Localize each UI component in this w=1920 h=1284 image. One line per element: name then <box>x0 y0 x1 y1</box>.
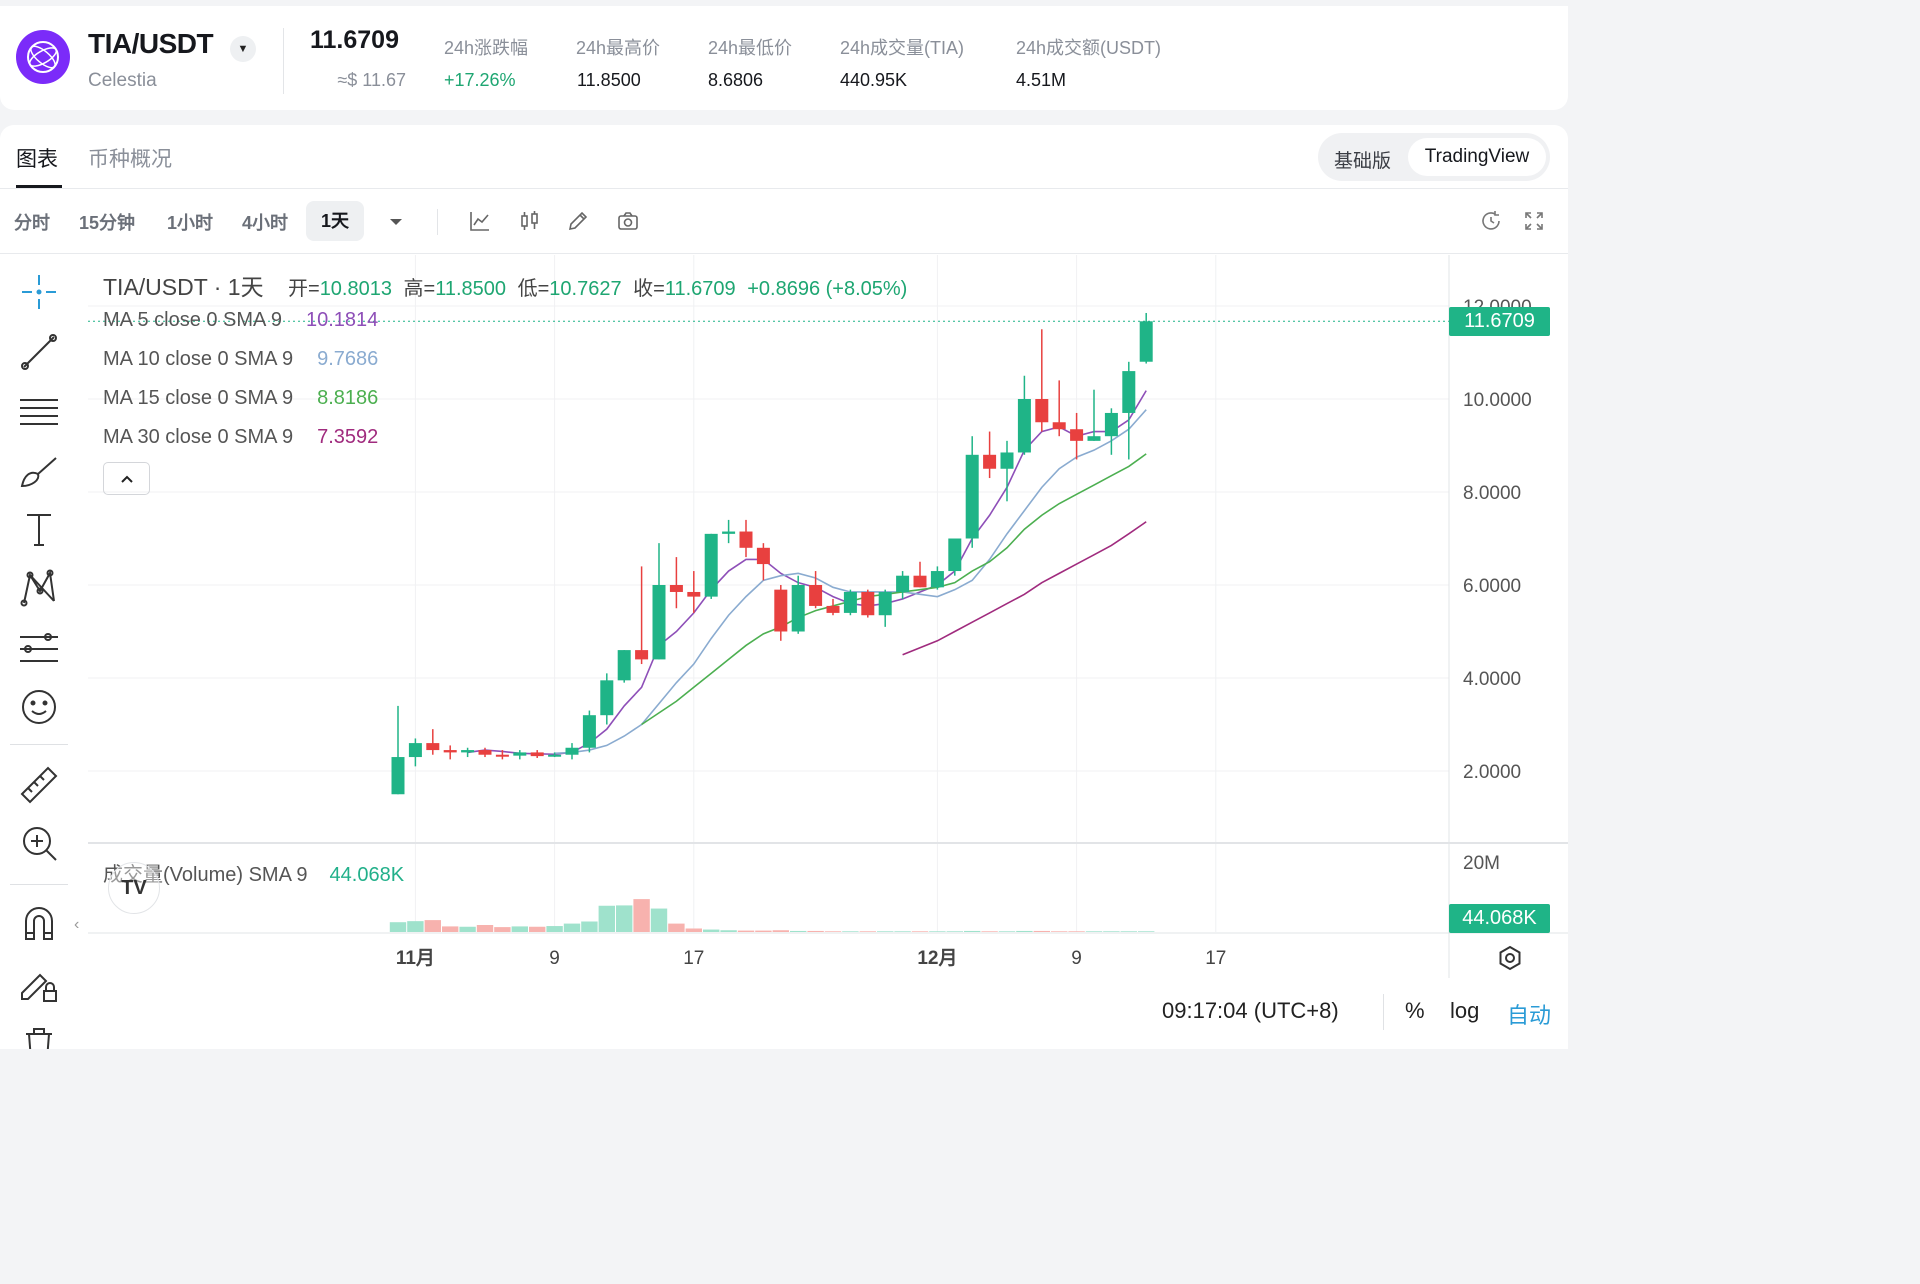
coin-name: Celestia <box>88 70 157 91</box>
stat-change-label: 24h涨跌幅 <box>444 38 529 58</box>
tab-chart[interactable]: 图表 <box>16 148 58 171</box>
ma5-label: MA 5 close 0 SMA 9 <box>103 309 282 331</box>
crosshair-icon[interactable] <box>18 271 60 313</box>
ma10-value: 9.7686 <box>317 348 379 370</box>
text-tool-icon[interactable] <box>18 509 60 551</box>
ma15-legend: MA 15 close 0 SMA 9 8.8186 <box>103 387 378 426</box>
tradingview-logo-icon: TV <box>108 862 160 914</box>
active-tab-underline <box>16 185 62 188</box>
close-label: 收= <box>633 278 665 300</box>
ma15-label: MA 15 close 0 SMA 9 <box>103 387 294 409</box>
ma10-legend: MA 10 close 0 SMA 9 9.7686 <box>103 348 378 387</box>
ma10-label: MA 10 close 0 SMA 9 <box>103 348 294 370</box>
header-divider <box>283 28 284 94</box>
last-volume-tag: 44.068K <box>1449 904 1550 933</box>
trash-icon[interactable] <box>18 1022 60 1049</box>
trend-line-icon[interactable] <box>18 331 60 373</box>
collapse-legend-button[interactable] <box>103 462 150 495</box>
stat-low-value: 8.6806 <box>708 70 764 90</box>
chart-panel: 图表 币种概况 基础版 TradingView 分时 15分钟 1小时 4小时 … <box>0 125 1568 1049</box>
timeframe-4h[interactable]: 4小时 <box>242 213 289 233</box>
ma5-legend: MA 5 close 0 SMA 9 10.1814 <box>103 309 378 348</box>
view-mode-switch: 基础版 TradingView <box>1318 133 1550 181</box>
toolbar-separator-line <box>10 884 68 885</box>
celestia-logo-icon <box>16 30 70 84</box>
collapse-toolbar-icon[interactable]: ‹ <box>74 916 80 933</box>
last-price: 11.6709 <box>310 26 399 54</box>
percent-toggle[interactable]: % <box>1405 998 1425 1023</box>
chevron-up-icon <box>120 475 133 483</box>
last-price-usd: ≈$ 11.67 <box>337 70 406 90</box>
log-toggle[interactable]: log <box>1450 998 1480 1023</box>
high-value: 11.8500 <box>435 278 507 300</box>
market-header: TIA/USDT ▼ Celestia 11.6709 ≈$ 11.67 24h… <box>0 6 1568 110</box>
timeframe-line[interactable]: 分时 <box>14 213 50 233</box>
open-value: 10.8013 <box>319 278 392 300</box>
lock-drawing-icon[interactable] <box>18 963 60 1005</box>
view-tradingview-button[interactable]: TradingView <box>1408 138 1546 176</box>
timeframe-1h[interactable]: 1小时 <box>167 213 214 233</box>
brush-icon[interactable] <box>18 450 60 492</box>
timeframe-more-icon[interactable] <box>385 211 409 235</box>
high-label: 高= <box>403 278 436 300</box>
clock: 09:17:04 (UTC+8) <box>1162 998 1339 1023</box>
stat-change-value: +17.26% <box>444 70 516 90</box>
replay-icon[interactable] <box>1479 209 1503 233</box>
ma5-value: 10.1814 <box>305 309 379 331</box>
volume-value: 44.068K <box>329 864 405 886</box>
zoom-in-icon[interactable] <box>18 822 60 864</box>
toolbar-separator-line <box>10 744 68 745</box>
pair-title[interactable]: TIA/USDT <box>88 28 214 59</box>
emoji-icon[interactable] <box>18 686 60 728</box>
stat-volume-value: 440.95K <box>840 70 908 90</box>
timeframe-1d[interactable]: 1天 <box>306 201 364 241</box>
forecast-icon[interactable] <box>18 627 60 669</box>
toolbar-divider <box>0 253 1568 254</box>
ma30-legend: MA 30 close 0 SMA 9 7.3592 <box>103 426 378 465</box>
pattern-icon[interactable] <box>18 567 60 609</box>
magnet-icon[interactable] <box>18 903 60 945</box>
tab-coin-overview[interactable]: 币种概况 <box>88 148 172 171</box>
ma-legend: MA 5 close 0 SMA 9 10.1814 MA 10 close 0 … <box>103 309 378 465</box>
stat-turnover-label: 24h成交额(USDT) <box>1016 38 1162 58</box>
chart-type-icon[interactable] <box>518 209 542 233</box>
auto-toggle[interactable]: 自动 <box>1507 1003 1552 1028</box>
ma30-label: MA 30 close 0 SMA 9 <box>103 426 294 448</box>
fib-lines-icon[interactable] <box>18 390 60 432</box>
last-price-tag: 11.6709 <box>1449 307 1550 336</box>
fullscreen-icon[interactable] <box>1522 209 1546 233</box>
settings-icon[interactable] <box>1496 944 1524 972</box>
timeframe-15m[interactable]: 15分钟 <box>79 213 136 233</box>
indicator-icon[interactable] <box>468 209 492 233</box>
stat-volume-label: 24h成交量(TIA) <box>840 38 965 58</box>
stat-high-label: 24h最高价 <box>576 38 661 58</box>
tabs-divider <box>0 188 1568 189</box>
legend-symbol: TIA/USDT · 1天 <box>103 274 264 300</box>
legend-ohlc: 开=10.8013 高=11.8500 低=10.7627 收=11.6709 … <box>288 278 907 300</box>
ma15-value: 8.8186 <box>317 387 379 409</box>
camera-icon[interactable] <box>616 209 640 233</box>
ma30-value: 7.3592 <box>317 426 379 448</box>
change-value: +0.8696 (+8.05%) <box>747 278 908 300</box>
pencil-icon[interactable] <box>566 209 590 233</box>
close-value: 11.6709 <box>664 278 736 300</box>
chart-legend-title: TIA/USDT · 1天 开=10.8013 高=11.8500 低=10.7… <box>103 268 907 302</box>
low-value: 10.7627 <box>549 278 622 300</box>
pair-dropdown-icon[interactable]: ▼ <box>230 36 256 62</box>
stat-turnover-value: 4.51M <box>1016 70 1067 90</box>
stat-high-value: 11.8500 <box>577 70 641 90</box>
toolbar-separator <box>437 209 438 235</box>
open-label: 开= <box>288 278 320 300</box>
stat-low-label: 24h最低价 <box>708 38 793 58</box>
ruler-icon[interactable] <box>18 764 60 806</box>
view-basic-button[interactable]: 基础版 <box>1334 151 1392 172</box>
low-label: 低= <box>517 278 550 300</box>
footer-divider <box>1383 994 1384 1030</box>
